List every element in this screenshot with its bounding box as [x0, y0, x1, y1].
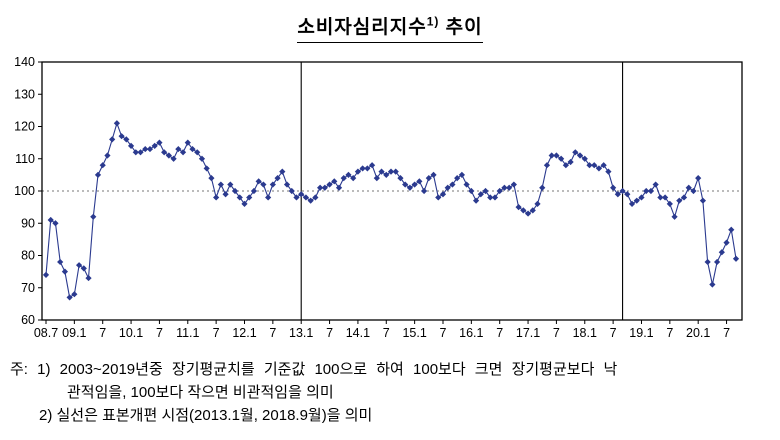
svg-text:7: 7	[440, 326, 447, 340]
svg-text:100: 100	[14, 184, 35, 198]
svg-text:7: 7	[553, 326, 560, 340]
svg-text:18.1: 18.1	[573, 326, 597, 340]
chart-title-main: 소비자심리지수	[297, 17, 427, 38]
footnote-1-line-2: 관적임을, 100보다 작으면 비관적임을 의미	[67, 384, 334, 401]
svg-text:130: 130	[14, 87, 35, 101]
svg-text:7: 7	[326, 326, 333, 340]
svg-text:7: 7	[723, 326, 730, 340]
svg-text:14.1: 14.1	[346, 326, 370, 340]
svg-text:80: 80	[21, 249, 35, 263]
svg-text:7: 7	[383, 326, 390, 340]
footnote-1-line-1: 주: 1) 2003~2019년중 장기평균치를 기준값 100으로 하여 10…	[10, 361, 618, 378]
svg-text:7: 7	[213, 326, 220, 340]
svg-text:12.1: 12.1	[232, 326, 256, 340]
svg-text:13.1: 13.1	[289, 326, 313, 340]
svg-text:19.1: 19.1	[629, 326, 653, 340]
svg-text:11.1: 11.1	[176, 326, 199, 340]
svg-text:7: 7	[666, 326, 673, 340]
svg-text:7: 7	[99, 326, 106, 340]
svg-text:70: 70	[21, 281, 35, 295]
svg-text:7: 7	[156, 326, 163, 340]
svg-text:140: 140	[14, 55, 35, 69]
csi-line-chart: 60 70 80 90 100 110 120 130 140 08.7 09.1 7 10.1 7 11.…	[14, 55, 743, 340]
svg-text:09.1: 09.1	[62, 326, 86, 340]
svg-text:7: 7	[610, 326, 617, 340]
svg-text:120: 120	[14, 120, 35, 134]
svg-text:15.1: 15.1	[402, 326, 426, 340]
footnotes: 주: 1) 2003~2019년중 장기평균치를 기준값 100으로 하여 10…	[10, 358, 772, 427]
chart-area: 60 70 80 90 100 110 120 130 140 08.7 09.1 7 10.1 7 11.…	[0, 46, 780, 351]
svg-text:20.1: 20.1	[686, 326, 710, 340]
svg-text:08.7: 08.7	[34, 326, 58, 340]
svg-text:110: 110	[15, 152, 35, 166]
svg-text:7: 7	[269, 326, 276, 340]
chart-title: 소비자심리지수1) 추이	[297, 12, 483, 43]
chart-title-tail: 추이	[439, 17, 483, 38]
chart-title-footnote-marker: 1)	[426, 14, 440, 29]
svg-text:17.1: 17.1	[516, 326, 540, 340]
svg-text:60: 60	[21, 313, 35, 327]
page-title: 소비자심리지수1) 추이	[0, 12, 780, 43]
svg-text:90: 90	[21, 216, 35, 230]
svg-text:16.1: 16.1	[459, 326, 483, 340]
svg-text:10.1: 10.1	[119, 326, 143, 340]
footnote-2: 2) 실선은 표본개편 시점(2013.1월, 2018.9월)을 의미	[39, 407, 373, 424]
svg-text:7: 7	[496, 326, 503, 340]
